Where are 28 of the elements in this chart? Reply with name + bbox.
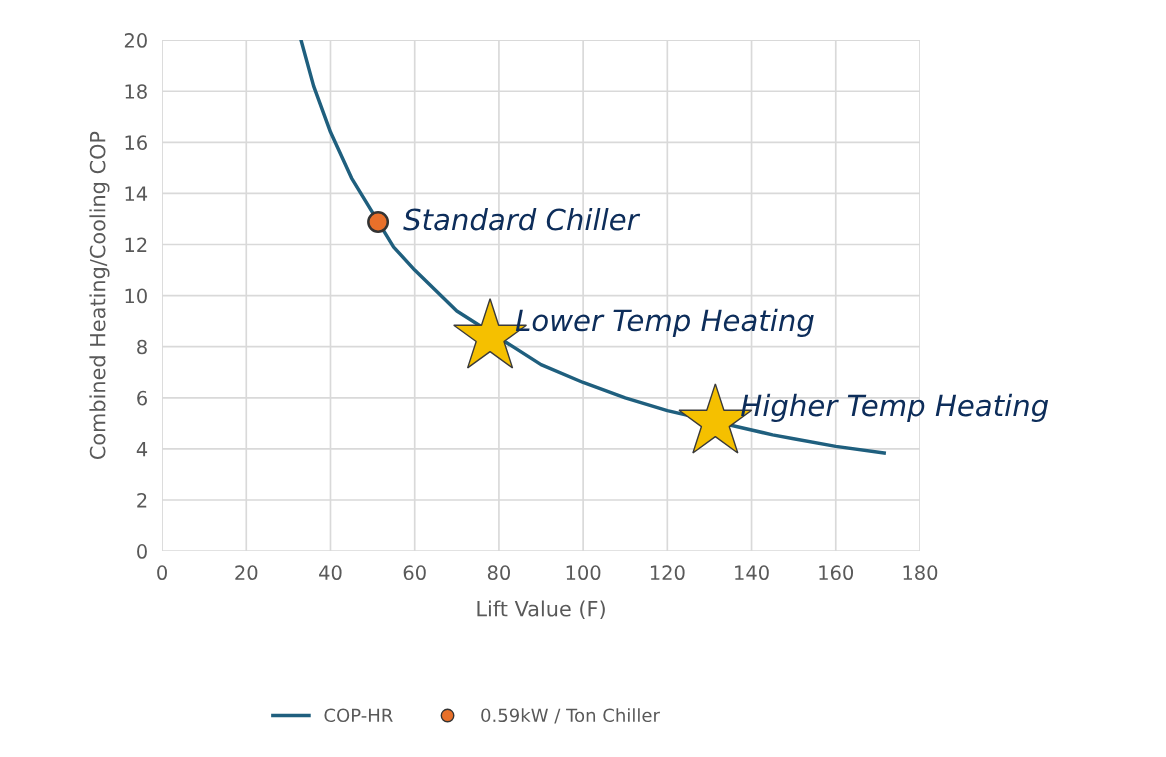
y-tick-label: 20 (124, 33, 147, 48)
x-tick-label: 0 (157, 565, 167, 581)
y-tick-label: 14 (125, 186, 148, 201)
x-tick-label: 100 (566, 565, 601, 581)
y-tick-label: 4 (136, 442, 148, 457)
y-tick-label: 6 (137, 390, 147, 406)
x-axis-title: Lift Value (F) (477, 600, 605, 620)
legend-label: 0.59kW / Ton Chiller (481, 708, 660, 724)
x-tick-label: 80 (487, 565, 510, 581)
x-tick-label: 40 (319, 565, 342, 581)
x-tick-label: 160 (819, 565, 854, 581)
y-tick-label: 10 (125, 288, 147, 304)
x-tick-label: 60 (403, 565, 426, 581)
y-tick-label: 12 (125, 237, 147, 252)
legend-label: COP-HR (324, 708, 393, 723)
x-tick-label: 180 (903, 565, 938, 581)
y-tick-label: 8 (137, 339, 147, 355)
y-tick-label: 0 (137, 544, 147, 559)
annotation: Lower Temp Heating (515, 308, 814, 337)
x-tick-label: 140 (735, 565, 769, 581)
y-tick-label: 2 (137, 492, 147, 508)
y-tick-label: 16 (125, 135, 147, 150)
annotation: Standard Chiller (403, 207, 641, 231)
y-axis-title: Combined Heating/Cooling COP (89, 131, 110, 460)
annotation: Higher Temp Heating (741, 393, 1049, 423)
x-tick-label: 120 (650, 565, 685, 581)
x-tick-label: 20 (235, 565, 258, 581)
y-tick-label: 18 (125, 84, 147, 99)
